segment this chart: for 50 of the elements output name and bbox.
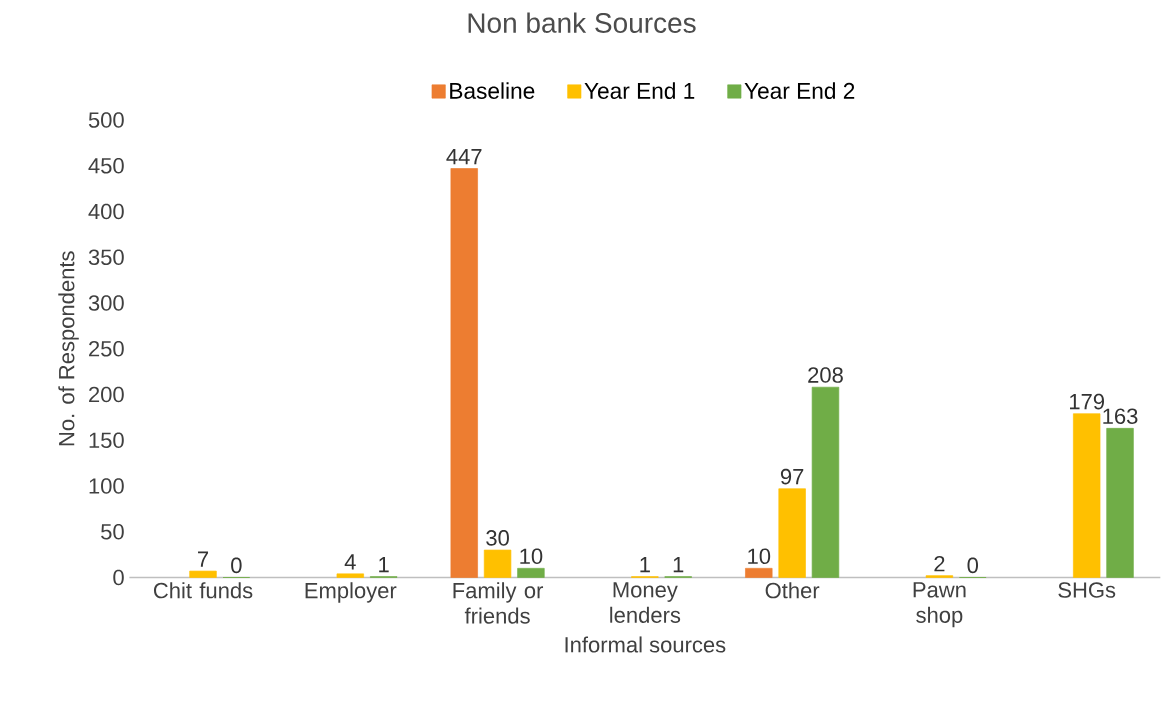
- x-tick-label: SHGs: [1058, 582, 1116, 599]
- y-tick-label: 450: [88, 158, 124, 174]
- data-label: 97: [780, 469, 804, 485]
- y-tick-label: 200: [89, 386, 124, 403]
- bar: [189, 570, 217, 579]
- data-label: 163: [1103, 408, 1138, 425]
- x-tick-label: Pawn shop: [913, 582, 966, 628]
- data-label: 2: [934, 556, 945, 572]
- bar: [336, 573, 364, 579]
- y-tick-label: 350: [88, 249, 124, 266]
- data-label: 0: [967, 557, 979, 574]
- x-tick-label: Employer: [305, 582, 397, 603]
- bar: [450, 168, 478, 579]
- data-label: 30: [486, 530, 509, 546]
- data-label: 179: [1070, 394, 1104, 410]
- bar: [745, 568, 773, 579]
- y-tick-label: 400: [88, 203, 124, 220]
- y-tick-label: 500: [88, 112, 124, 129]
- data-label: 10: [520, 548, 543, 565]
- data-label: 1: [673, 557, 684, 573]
- bar: [517, 568, 545, 579]
- y-tick-label: 0: [113, 569, 124, 586]
- data-label: 4: [344, 554, 356, 570]
- y-tick-label: 150: [89, 432, 124, 449]
- y-tick-label: 100: [89, 478, 124, 495]
- x-tick-label: Other: [765, 582, 820, 599]
- bar: [1106, 428, 1134, 579]
- data-label: 7: [198, 551, 209, 567]
- bar: [483, 549, 512, 579]
- x-tick-label: Money lenders: [610, 582, 681, 624]
- bar: [778, 488, 806, 579]
- data-label: 208: [808, 367, 843, 384]
- legend-label: Baseline: [450, 82, 535, 100]
- data-label: 1: [379, 557, 389, 573]
- y-tick-label: 300: [88, 295, 124, 312]
- x-axis-title: Informal sources: [565, 636, 726, 653]
- chart-title: Non bank Sources: [468, 12, 696, 34]
- data-label: 1: [640, 557, 650, 573]
- bar: [811, 387, 840, 579]
- data-label: 447: [446, 149, 482, 165]
- y-tick-label: 50: [101, 524, 124, 540]
- bar: [1073, 413, 1101, 579]
- x-tick-label: Family or friends: [453, 582, 544, 624]
- x-tick-label: Chit funds: [153, 582, 253, 599]
- data-label: 0: [231, 557, 242, 574]
- y-tick-label: 250: [89, 341, 124, 357]
- legend-label: Year End 2: [744, 82, 855, 100]
- y-axis-title: No. of Respondents: [58, 251, 79, 446]
- data-label: 10: [748, 548, 771, 565]
- legend-label: Year End 1: [584, 82, 695, 100]
